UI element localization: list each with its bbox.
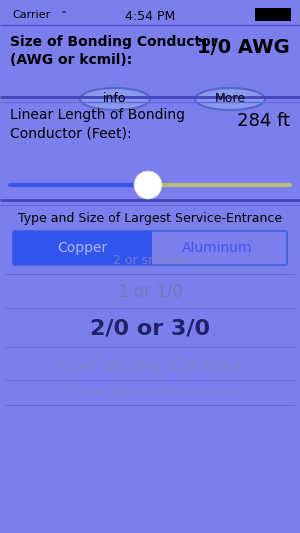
Text: 1 or 1/0: 1 or 1/0 <box>118 282 182 300</box>
Circle shape <box>134 171 162 199</box>
Text: More: More <box>214 93 245 106</box>
FancyBboxPatch shape <box>13 231 152 265</box>
FancyBboxPatch shape <box>255 8 291 21</box>
Text: 4:54 PM: 4:54 PM <box>125 10 175 23</box>
FancyBboxPatch shape <box>13 231 287 265</box>
Text: 284 ft: 284 ft <box>237 112 290 130</box>
Text: Linear Length of Bonding
Conductor (Feet):: Linear Length of Bonding Conductor (Feet… <box>10 108 185 140</box>
Text: ⌃: ⌃ <box>60 10 68 20</box>
Text: ■: ■ <box>257 11 266 21</box>
Text: Size of Bonding Conductor
(AWG or kcmil):: Size of Bonding Conductor (AWG or kcmil)… <box>10 35 218 67</box>
Text: Aluminum: Aluminum <box>182 241 253 255</box>
Ellipse shape <box>80 88 150 110</box>
Text: 2 or smaller: 2 or smaller <box>112 254 188 266</box>
Text: Over 3/0 thru 350 kcmil: Over 3/0 thru 350 kcmil <box>59 359 241 374</box>
Text: info: info <box>103 93 127 106</box>
Text: 2/0 or 3/0: 2/0 or 3/0 <box>90 318 210 338</box>
Text: Carrier: Carrier <box>12 10 50 20</box>
Text: 1/0 AWG: 1/0 AWG <box>197 38 290 57</box>
Text: Over 350 kcmil thru 600: Over 350 kcmil thru 600 <box>74 385 226 399</box>
Text: Copper: Copper <box>57 241 108 255</box>
Ellipse shape <box>195 88 265 110</box>
Text: Type and Size of Largest Service-Entrance: Type and Size of Largest Service-Entranc… <box>18 212 282 225</box>
